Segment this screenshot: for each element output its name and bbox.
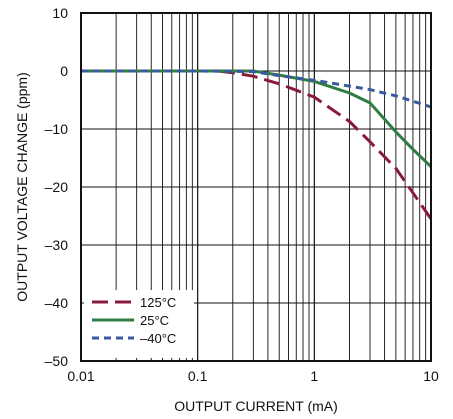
y-tick-label: –10: [45, 121, 69, 137]
plot-frame: [80, 12, 432, 362]
legend-label-125c: 125°C: [140, 295, 176, 310]
legend: 125°C 25°C –40°C: [84, 290, 194, 358]
legend-item-minus40c: –40°C: [92, 331, 176, 346]
y-axis-label: OUTPUT VOLTAGE CHANGE (ppm): [14, 72, 30, 301]
y-tick-label: 0: [60, 63, 68, 79]
legend-item-25c: 25°C: [92, 313, 169, 328]
x-tick-label: 10: [423, 368, 439, 384]
y-tick-label: 10: [52, 5, 68, 21]
series-line-2: [81, 69, 432, 109]
legend-label-minus40c: –40°C: [140, 331, 176, 346]
series-line-0: [81, 69, 433, 220]
x-tick-label: 1: [310, 368, 318, 384]
legend-item-125c: 125°C: [92, 295, 176, 310]
legend-label-25c: 25°C: [140, 313, 169, 328]
x-axis-label: OUTPUT CURRENT (mA): [174, 398, 338, 414]
tick-labels: 10 0 –10 –20 –30 –40 –500.01 0.1 1 10: [45, 5, 439, 384]
y-tick-label: –40: [45, 295, 69, 311]
legend-background: [84, 290, 194, 358]
series-layer: [81, 69, 433, 220]
y-tick-label: –20: [45, 179, 69, 195]
y-tick-label: –50: [45, 353, 69, 369]
x-tick-label: 0.1: [188, 368, 208, 384]
x-tick-label: 0.01: [67, 368, 94, 384]
y-tick-label: –30: [45, 237, 69, 253]
